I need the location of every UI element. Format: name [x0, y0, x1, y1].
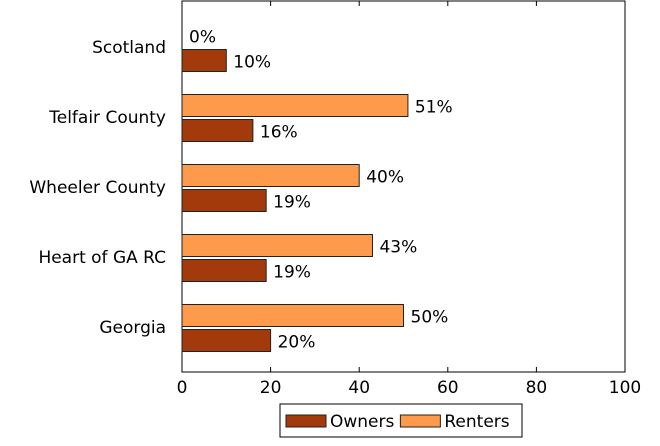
legend-label: Renters: [444, 412, 509, 432]
bar: [181, 189, 267, 212]
bar: [181, 234, 373, 257]
x-tick-label: 20: [260, 378, 282, 398]
bar: [181, 304, 404, 327]
bar: [181, 164, 360, 187]
value-label: 43%: [379, 238, 417, 258]
value-label: 50%: [411, 308, 449, 328]
value-label: 20%: [278, 333, 316, 353]
x-tick-label: 40: [348, 378, 370, 398]
bar: [181, 119, 254, 142]
value-label: 19%: [273, 263, 311, 283]
value-label: 10%: [233, 53, 271, 73]
value-label: 19%: [273, 193, 311, 213]
x-tick-label: 80: [526, 378, 548, 398]
y-tick-label: Wheeler County: [29, 178, 166, 198]
bar: [181, 259, 267, 282]
legend-swatch: [285, 414, 327, 428]
x-tick-label: 100: [609, 378, 641, 398]
y-tick-label: Heart of GA RC: [38, 248, 166, 268]
x-tick-label: 60: [437, 378, 459, 398]
value-label: 51%: [415, 98, 453, 118]
value-label: 40%: [366, 168, 404, 188]
value-label: 0%: [189, 28, 216, 48]
bar: [181, 49, 227, 72]
y-tick-label: Telfair County: [48, 108, 166, 128]
x-tick-label: 0: [177, 378, 188, 398]
bar: [181, 94, 409, 117]
legend-label: Owners: [330, 412, 395, 432]
y-tick-label: Scotland: [92, 38, 166, 58]
value-label: 16%: [260, 123, 298, 143]
y-tick-label: Georgia: [99, 318, 166, 338]
bar: [181, 329, 272, 352]
legend-swatch: [399, 414, 441, 428]
